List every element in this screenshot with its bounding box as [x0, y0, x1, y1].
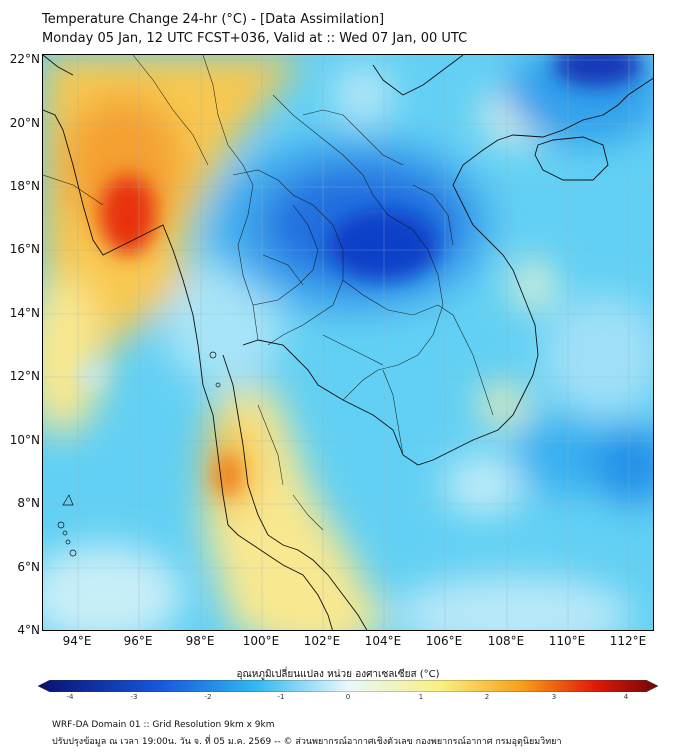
lat-label: 6°N [17, 560, 40, 574]
lon-label: 98°E [185, 634, 215, 648]
map-subtitle: Monday 05 Jan, 12 UTC FCST+036, Valid at… [42, 31, 468, 46]
colorbar-tick: 0 [345, 693, 351, 701]
lon-label: 100°E [242, 634, 280, 648]
lat-label: 14°N [9, 306, 40, 320]
lat-label: 16°N [9, 242, 40, 256]
lat-label: 8°N [17, 496, 40, 510]
graticule [43, 55, 653, 630]
lat-label: 4°N [17, 623, 40, 637]
coastlines [43, 55, 653, 630]
lon-label: 96°E [123, 634, 153, 648]
lat-label: 20°N [9, 116, 40, 130]
colorbar-tick: -3 [130, 693, 138, 701]
lat-label: 10°N [9, 433, 40, 447]
colorbar-tick: -1 [277, 693, 285, 701]
islands [57, 351, 221, 557]
lon-label: 102°E [303, 634, 341, 648]
colorbar-tick: -2 [204, 693, 212, 701]
colorbar-bar [38, 680, 658, 692]
colorbar-tick: 2 [484, 693, 490, 701]
temperature-change-map [43, 55, 653, 630]
lat-label: 12°N [9, 369, 40, 383]
lon-label: 110°E [548, 634, 586, 648]
lon-label: 104°E [364, 634, 402, 648]
admin-borders [43, 55, 494, 531]
lat-label: 18°N [9, 179, 40, 193]
map-title: Temperature Change 24-hr (°C) - [Data As… [42, 12, 385, 27]
colorbar-tick: 4 [623, 693, 629, 701]
colorbar-tick: -4 [66, 693, 74, 701]
lat-label: 22°N [9, 52, 40, 66]
map-panel[interactable] [42, 54, 654, 631]
lon-label: 112°E [609, 634, 647, 648]
lon-label: 106°E [425, 634, 463, 648]
colorbar-tick: 3 [551, 693, 557, 701]
colorbar [38, 680, 658, 692]
colorbar-title: อุณหภูมิเปลี่ยนแปลง หน่วย องศาเซลเซียส (… [236, 669, 440, 680]
colorbar-tick: 1 [418, 693, 424, 701]
lon-label: 108°E [487, 634, 525, 648]
footer-domain-info: WRF-DA Domain 01 :: Grid Resolution 9km … [52, 720, 275, 730]
footer-credit: ปรับปรุงข้อมูล ณ เวลา 19:00น. วัน จ. ที่… [52, 737, 562, 747]
lon-label: 94°E [62, 634, 92, 648]
